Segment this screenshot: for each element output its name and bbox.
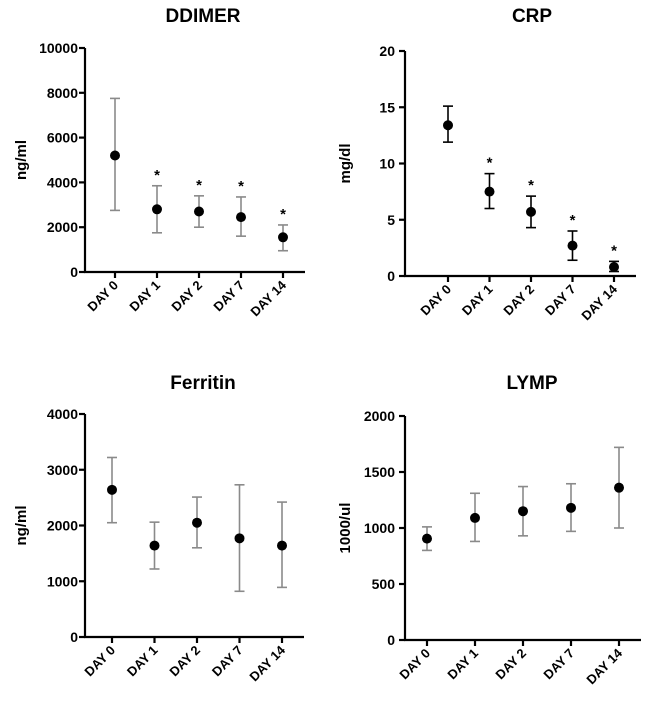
data-point <box>234 533 245 544</box>
x-tick-label: DAY 2 <box>166 643 203 680</box>
x-tick-label: DAY 1 <box>444 646 481 683</box>
chart-panel-2: CRP mg/dl 0 5 10 15 20 DAY 0 DAY 1 * DAY 2 * DAY 7 * D… <box>337 6 636 323</box>
significance-marker: * <box>528 177 534 194</box>
data-point <box>518 506 528 517</box>
chart-panel-4: LYMP 1000/ul 0 500 1000 1500 2000 DAY 0 DAY 1 DAY… <box>337 373 641 687</box>
x-tick-label: DAY 7 <box>540 646 577 683</box>
x-tick-label: DAY 0 <box>81 643 118 680</box>
significance-marker: * <box>487 155 493 172</box>
data-point <box>277 540 287 551</box>
data-point <box>484 186 495 197</box>
y-tick-label: 1000 <box>47 573 78 589</box>
y-tick-label: 0 <box>70 264 78 280</box>
y-tick-label: 4000 <box>47 406 78 422</box>
y-tick-label: 2000 <box>47 518 78 534</box>
data-point <box>110 150 120 161</box>
y-tick-label: 0 <box>387 268 395 284</box>
x-tick-label: DAY 7 <box>542 282 579 319</box>
y-tick-label: 2000 <box>364 408 395 424</box>
y-tick-label: 1500 <box>364 464 395 480</box>
x-tick-label: DAY 14 <box>583 645 625 687</box>
data-point <box>609 262 619 272</box>
y-tick-label: 15 <box>379 99 395 115</box>
chart-title: LYMP <box>506 373 557 394</box>
data-point <box>194 206 204 217</box>
x-tick-label: DAY 1 <box>124 643 161 680</box>
y-tick-label: 1000 <box>364 520 395 536</box>
data-point <box>149 540 160 551</box>
x-tick-label: DAY 14 <box>578 281 620 323</box>
x-tick-label: DAY 7 <box>209 643 246 680</box>
x-tick-label: DAY 1 <box>459 282 496 319</box>
data-point <box>526 206 536 217</box>
significance-marker: * <box>280 206 286 223</box>
data-point <box>236 212 246 223</box>
y-tick-label: 6000 <box>47 130 78 146</box>
data-point <box>567 240 578 251</box>
significance-marker: * <box>238 178 244 195</box>
y-axis-label: ng/ml <box>13 506 30 546</box>
x-tick-label: DAY 2 <box>168 278 205 315</box>
y-tick-label: 2000 <box>47 219 78 235</box>
x-tick-label: DAY 7 <box>210 278 247 315</box>
y-tick-label: 3000 <box>47 462 78 478</box>
significance-marker: * <box>570 212 576 229</box>
y-axis-label: mg/dl <box>337 144 354 184</box>
data-point <box>566 502 576 513</box>
significance-marker: * <box>196 177 202 194</box>
data-point <box>192 517 202 528</box>
significance-marker: * <box>611 242 617 259</box>
y-tick-label: 10 <box>379 156 395 172</box>
data-point <box>278 232 288 243</box>
data-point <box>152 204 162 215</box>
y-tick-label: 20 <box>379 43 395 59</box>
y-tick-label: 500 <box>372 576 396 592</box>
y-tick-label: 10000 <box>39 40 78 56</box>
x-tick-label: DAY 0 <box>396 646 433 683</box>
y-axis-label: ng/ml <box>13 140 30 180</box>
x-tick-label: DAY 1 <box>126 278 163 315</box>
data-point <box>443 120 453 131</box>
y-tick-label: 4000 <box>47 174 78 190</box>
chart-title: CRP <box>512 6 552 27</box>
y-tick-label: 0 <box>70 629 78 645</box>
y-axis-label: 1000/ul <box>337 503 354 554</box>
chart-title: Ferritin <box>170 373 235 394</box>
y-tick-label: 8000 <box>47 85 78 101</box>
data-point <box>422 533 432 544</box>
x-tick-label: DAY 0 <box>84 278 121 315</box>
x-tick-label: DAY 0 <box>417 282 454 319</box>
y-tick-label: 0 <box>387 632 395 648</box>
data-point <box>107 484 117 495</box>
x-tick-label: DAY 14 <box>246 642 288 684</box>
x-tick-label: DAY 2 <box>492 646 529 683</box>
data-point <box>614 482 624 493</box>
significance-marker: * <box>154 167 160 184</box>
data-point <box>470 512 480 523</box>
chart-title: DDIMER <box>166 6 241 27</box>
x-tick-label: DAY 14 <box>247 277 289 319</box>
x-tick-label: DAY 2 <box>500 282 537 319</box>
y-tick-label: 5 <box>387 212 395 228</box>
